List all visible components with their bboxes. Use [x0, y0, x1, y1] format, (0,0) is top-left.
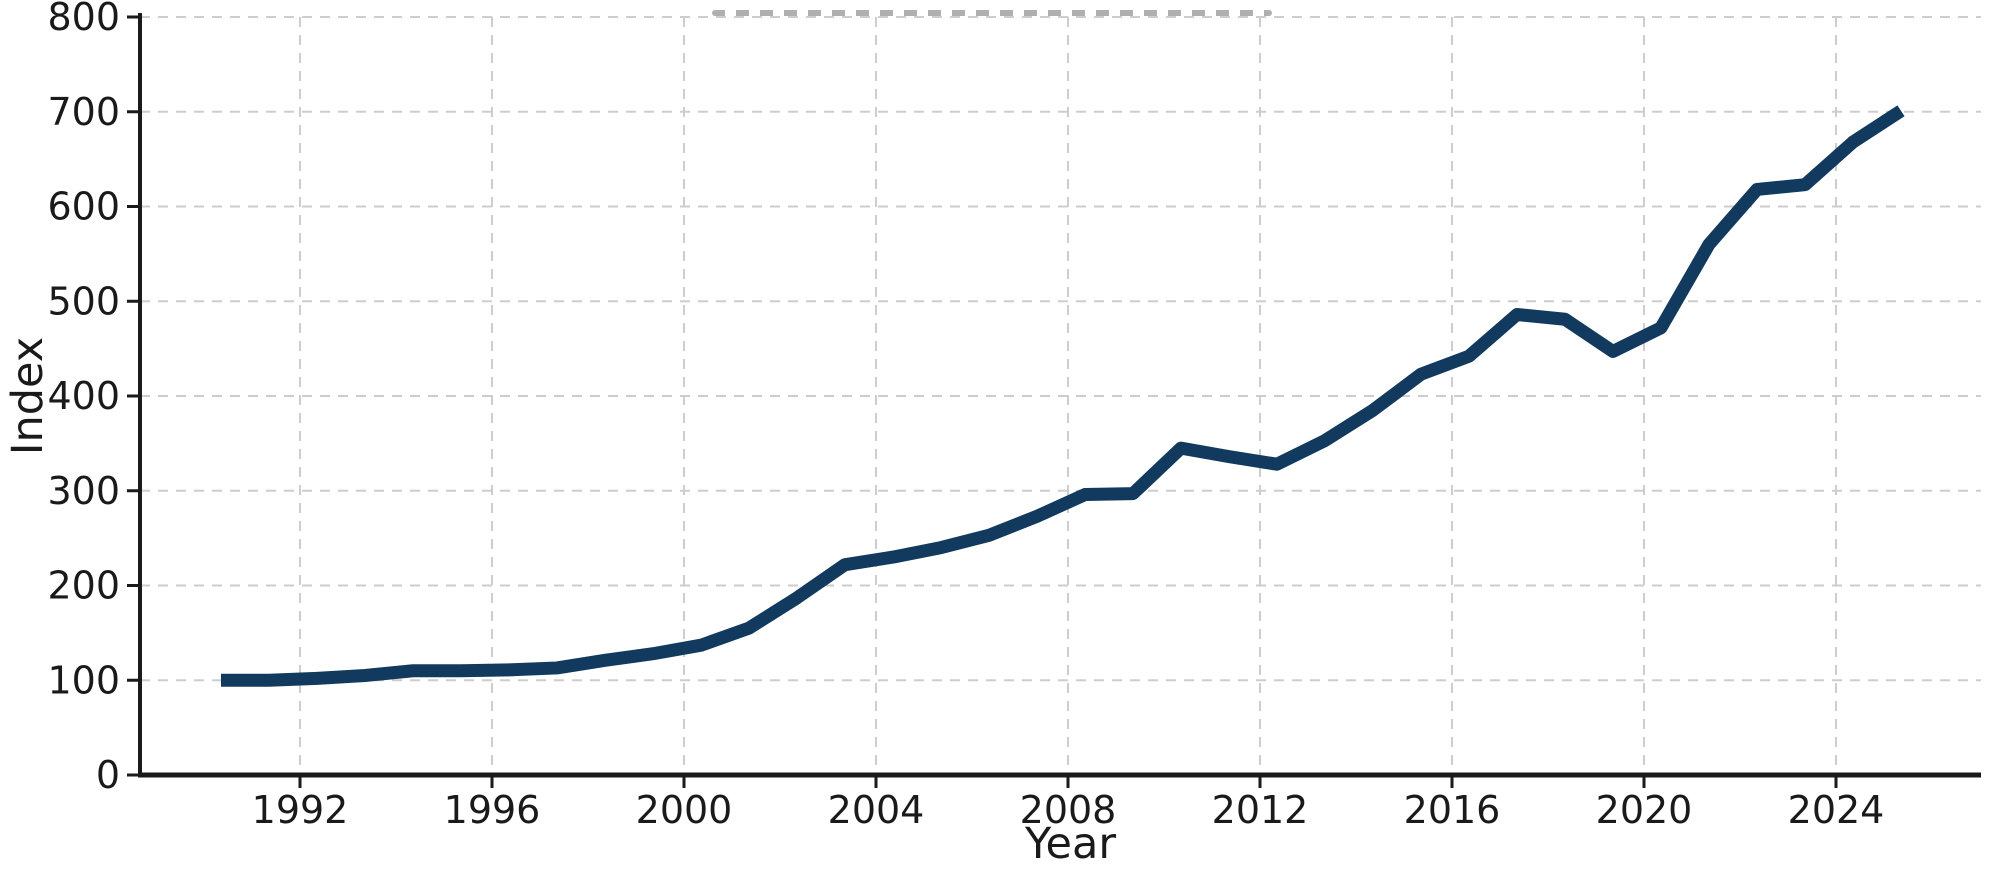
x-tick-label: 2004: [828, 788, 925, 832]
index-series-line: [221, 105, 1905, 687]
y-tick-label: 200: [47, 564, 120, 608]
y-axis-title: Index: [3, 337, 53, 455]
y-tick-label: 700: [47, 90, 120, 134]
y-tick-label: 100: [47, 658, 120, 702]
y-tick-label: 500: [47, 279, 120, 323]
x-tick-label: 2016: [1404, 788, 1501, 832]
y-tick-label: 800: [47, 0, 120, 39]
y-tick-label: 400: [47, 374, 120, 418]
y-tick-label: 300: [47, 469, 120, 513]
cropped-title-remnant: [712, 10, 1272, 16]
x-tick-label: 2020: [1596, 788, 1693, 832]
y-tick-label: 0: [96, 753, 120, 797]
x-tick-label: 1992: [252, 788, 349, 832]
x-axis-title: Year: [1024, 819, 1116, 869]
x-tick-label: 2000: [636, 788, 733, 832]
y-tick-label: 600: [47, 185, 120, 229]
x-tick-label: 2008: [1020, 788, 1117, 832]
x-tick-label: 2024: [1788, 788, 1885, 832]
x-tick-label: 2012: [1212, 788, 1309, 832]
x-tick-label: 1996: [444, 788, 541, 832]
